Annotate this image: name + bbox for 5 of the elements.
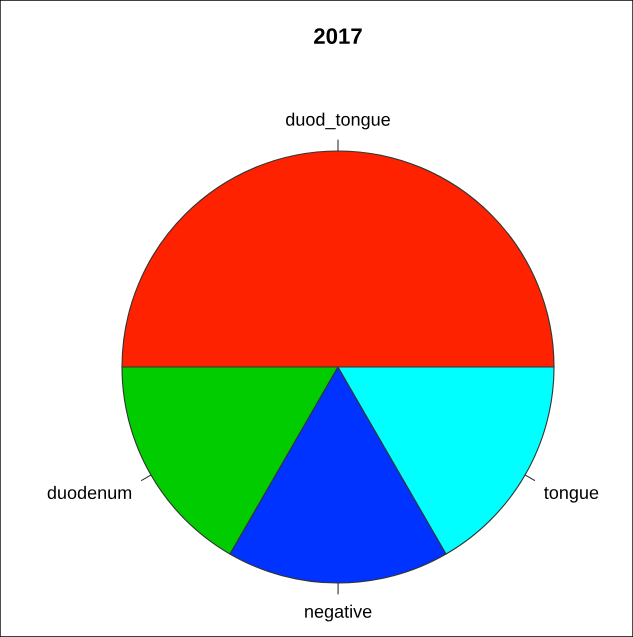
- slice-label: negative: [305, 604, 372, 622]
- slice-label: tongue: [544, 487, 598, 503]
- slice-label: duodenum: [48, 486, 132, 500]
- chart-title: 2017: [314, 28, 362, 44]
- slice-label: duod_tongue: [286, 112, 390, 130]
